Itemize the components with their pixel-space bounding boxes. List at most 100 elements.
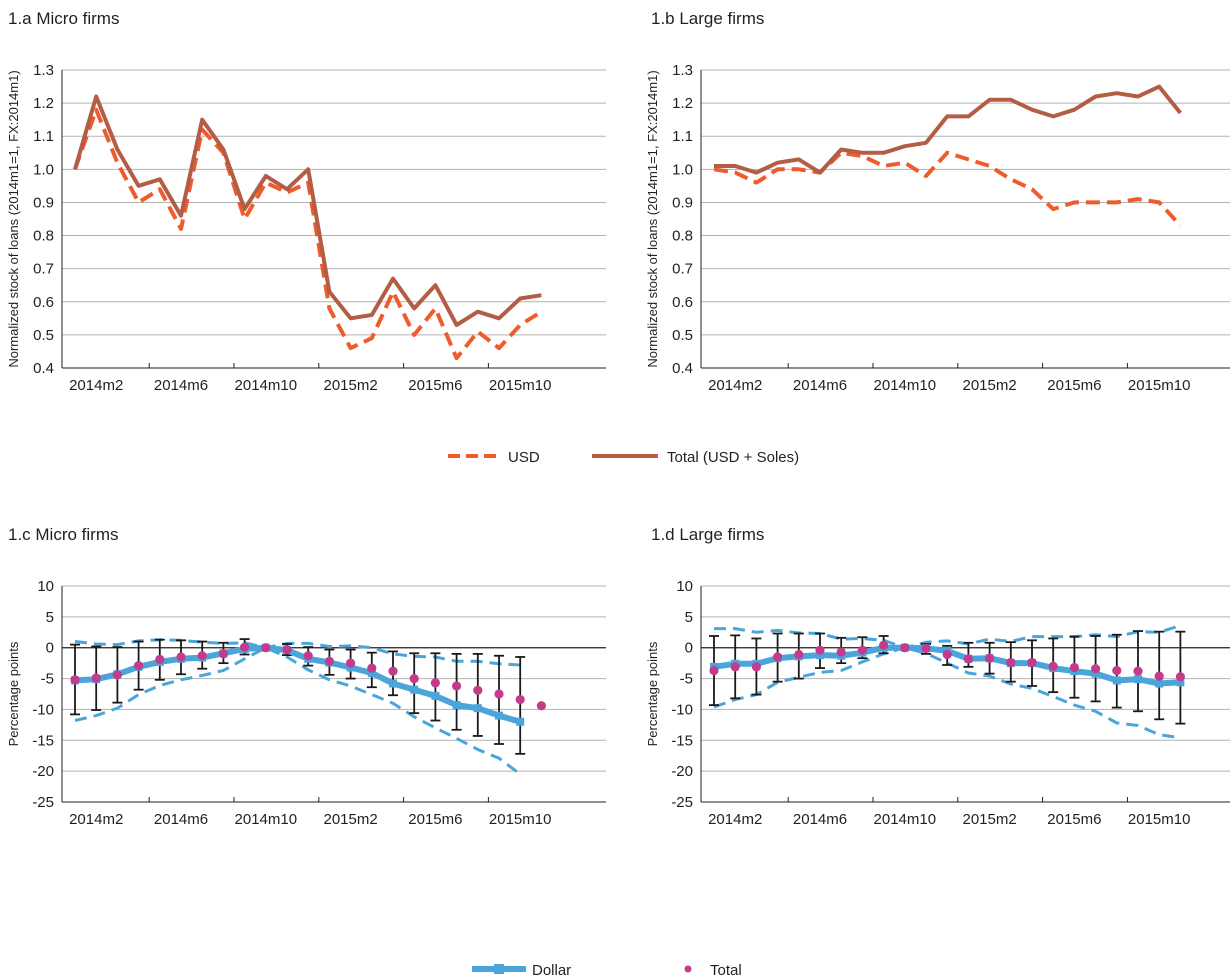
y-tick-label: 0.9 xyxy=(33,194,54,211)
chart-panel-1a: 1.a Micro firms Normalized stock of loans… xyxy=(6,9,606,394)
y-axis-label: Percentage points xyxy=(6,641,21,746)
dollar-marker xyxy=(1176,678,1185,687)
dollar-marker xyxy=(410,685,419,694)
dollar-marker xyxy=(516,717,525,726)
y-tick-label: 1.3 xyxy=(672,62,693,79)
total-dot xyxy=(324,656,334,666)
dollar-marker xyxy=(495,711,503,720)
total-dot xyxy=(921,643,931,653)
x-tick-label: 2014m2 xyxy=(708,811,762,828)
total-dot xyxy=(409,673,419,684)
x-tick-label: 2015m6 xyxy=(408,377,462,394)
total-dot xyxy=(1027,657,1037,668)
total-dot xyxy=(155,654,165,665)
panel-title: 1.d Large firms xyxy=(651,525,764,544)
total-dot xyxy=(942,649,952,660)
total-dot xyxy=(134,661,144,671)
chart-panel-1b: 1.b Large firms Normalized stock of loans… xyxy=(645,9,1230,394)
chart-panel-1d: 1.d Large firms Percentage points -25 -20 -1… xyxy=(645,525,1230,828)
y-tick-label: 1.1 xyxy=(672,128,693,145)
y-tick-label: 0.4 xyxy=(33,360,54,377)
x-tick-label: 2014m2 xyxy=(69,377,123,394)
y-tick-label: 0.6 xyxy=(33,294,54,311)
y-tick-label: 0 xyxy=(46,640,54,657)
y-axis-label: Normalized stock of loans (2014m1=1, FX:… xyxy=(645,70,660,367)
y-tick-label: 0.8 xyxy=(33,228,54,245)
series-dollar-line xyxy=(74,644,522,725)
dollar-marker xyxy=(1112,676,1121,685)
legend-total-dot-label: Total xyxy=(710,962,742,977)
dollar-marker xyxy=(452,701,461,710)
dollar-marker xyxy=(1155,679,1164,688)
x-tick-label: 2014m10 xyxy=(235,377,298,394)
total-dot xyxy=(985,653,995,663)
panel-title: 1.a Micro firms xyxy=(8,9,119,28)
total-dot xyxy=(367,663,377,673)
total-dot xyxy=(240,642,250,652)
y-tick-label: 1.0 xyxy=(33,161,54,178)
legend-top: USD Total (USD + Soles) xyxy=(448,449,799,466)
y-axis-label: Percentage points xyxy=(645,641,660,746)
legend-total-marker xyxy=(684,965,692,973)
x-tick-label: 2015m6 xyxy=(1047,811,1101,828)
y-tick-label: 10 xyxy=(676,578,693,595)
total-dot xyxy=(282,644,292,655)
y-tick-label: 0.7 xyxy=(33,261,54,278)
x-tick-label: 2014m6 xyxy=(793,811,847,828)
total-dot xyxy=(70,675,80,685)
total-dot xyxy=(536,701,547,711)
total-dot xyxy=(261,643,271,653)
y-tick-label: 5 xyxy=(685,609,693,626)
x-tick-label: 2014m10 xyxy=(874,377,937,394)
x-tick-label: 2015m2 xyxy=(323,811,377,828)
x-tick-label: 2015m10 xyxy=(489,811,552,828)
series-usd-line xyxy=(73,107,543,361)
y-tick-label: -15 xyxy=(671,732,693,749)
y-tick-label: 1.3 xyxy=(33,62,54,79)
chart-panel-1c: 1.c Micro firms Percentage points -25 -20 -1… xyxy=(6,525,606,828)
y-tick-label: -25 xyxy=(32,794,54,811)
total-dot xyxy=(346,658,356,668)
x-tick-label: 2014m2 xyxy=(69,811,123,828)
dollar-marker xyxy=(367,669,376,678)
y-tick-label: 0.6 xyxy=(672,294,693,311)
total-dot xyxy=(452,681,462,691)
panel-title: 1.c Micro firms xyxy=(8,525,119,544)
total-dot xyxy=(218,649,228,659)
series-total-line xyxy=(714,84,1182,175)
dollar-marker xyxy=(431,691,440,700)
total-dot xyxy=(730,662,740,672)
total-dot xyxy=(1133,666,1143,676)
total-dot xyxy=(430,678,440,688)
y-tick-label: 0.7 xyxy=(672,261,693,278)
x-tick-label: 2014m10 xyxy=(235,811,298,828)
total-dot xyxy=(303,651,313,661)
x-tick-label: 2014m6 xyxy=(154,811,208,828)
y-tick-label: 0.9 xyxy=(672,194,693,211)
legend-dollar-marker xyxy=(494,964,504,974)
total-dot xyxy=(900,643,910,653)
total-dot xyxy=(1154,671,1164,681)
dollar-marker xyxy=(1091,669,1100,678)
total-dot xyxy=(197,651,207,661)
total-dot xyxy=(494,689,504,699)
y-tick-label: 1.2 xyxy=(33,95,54,112)
plot-area xyxy=(70,638,547,776)
x-tick-label: 2014m2 xyxy=(708,377,762,394)
y-tick-label: 1.0 xyxy=(672,161,693,178)
x-tick-label: 2014m10 xyxy=(874,811,937,828)
y-tick-label: -20 xyxy=(671,763,693,780)
total-dot xyxy=(1112,665,1122,676)
band-upper-line xyxy=(714,624,1181,650)
total-dot xyxy=(1006,657,1016,668)
y-tick-label: -20 xyxy=(32,763,54,780)
total-dot xyxy=(1069,662,1079,673)
total-dot xyxy=(1048,661,1058,671)
total-dot xyxy=(1175,672,1185,682)
total-dot xyxy=(388,666,398,676)
legend-total-label: Total (USD + Soles) xyxy=(667,449,799,466)
total-dot xyxy=(176,652,186,662)
x-tick-label: 2015m10 xyxy=(1128,377,1191,394)
y-tick-label: 0 xyxy=(685,640,693,657)
